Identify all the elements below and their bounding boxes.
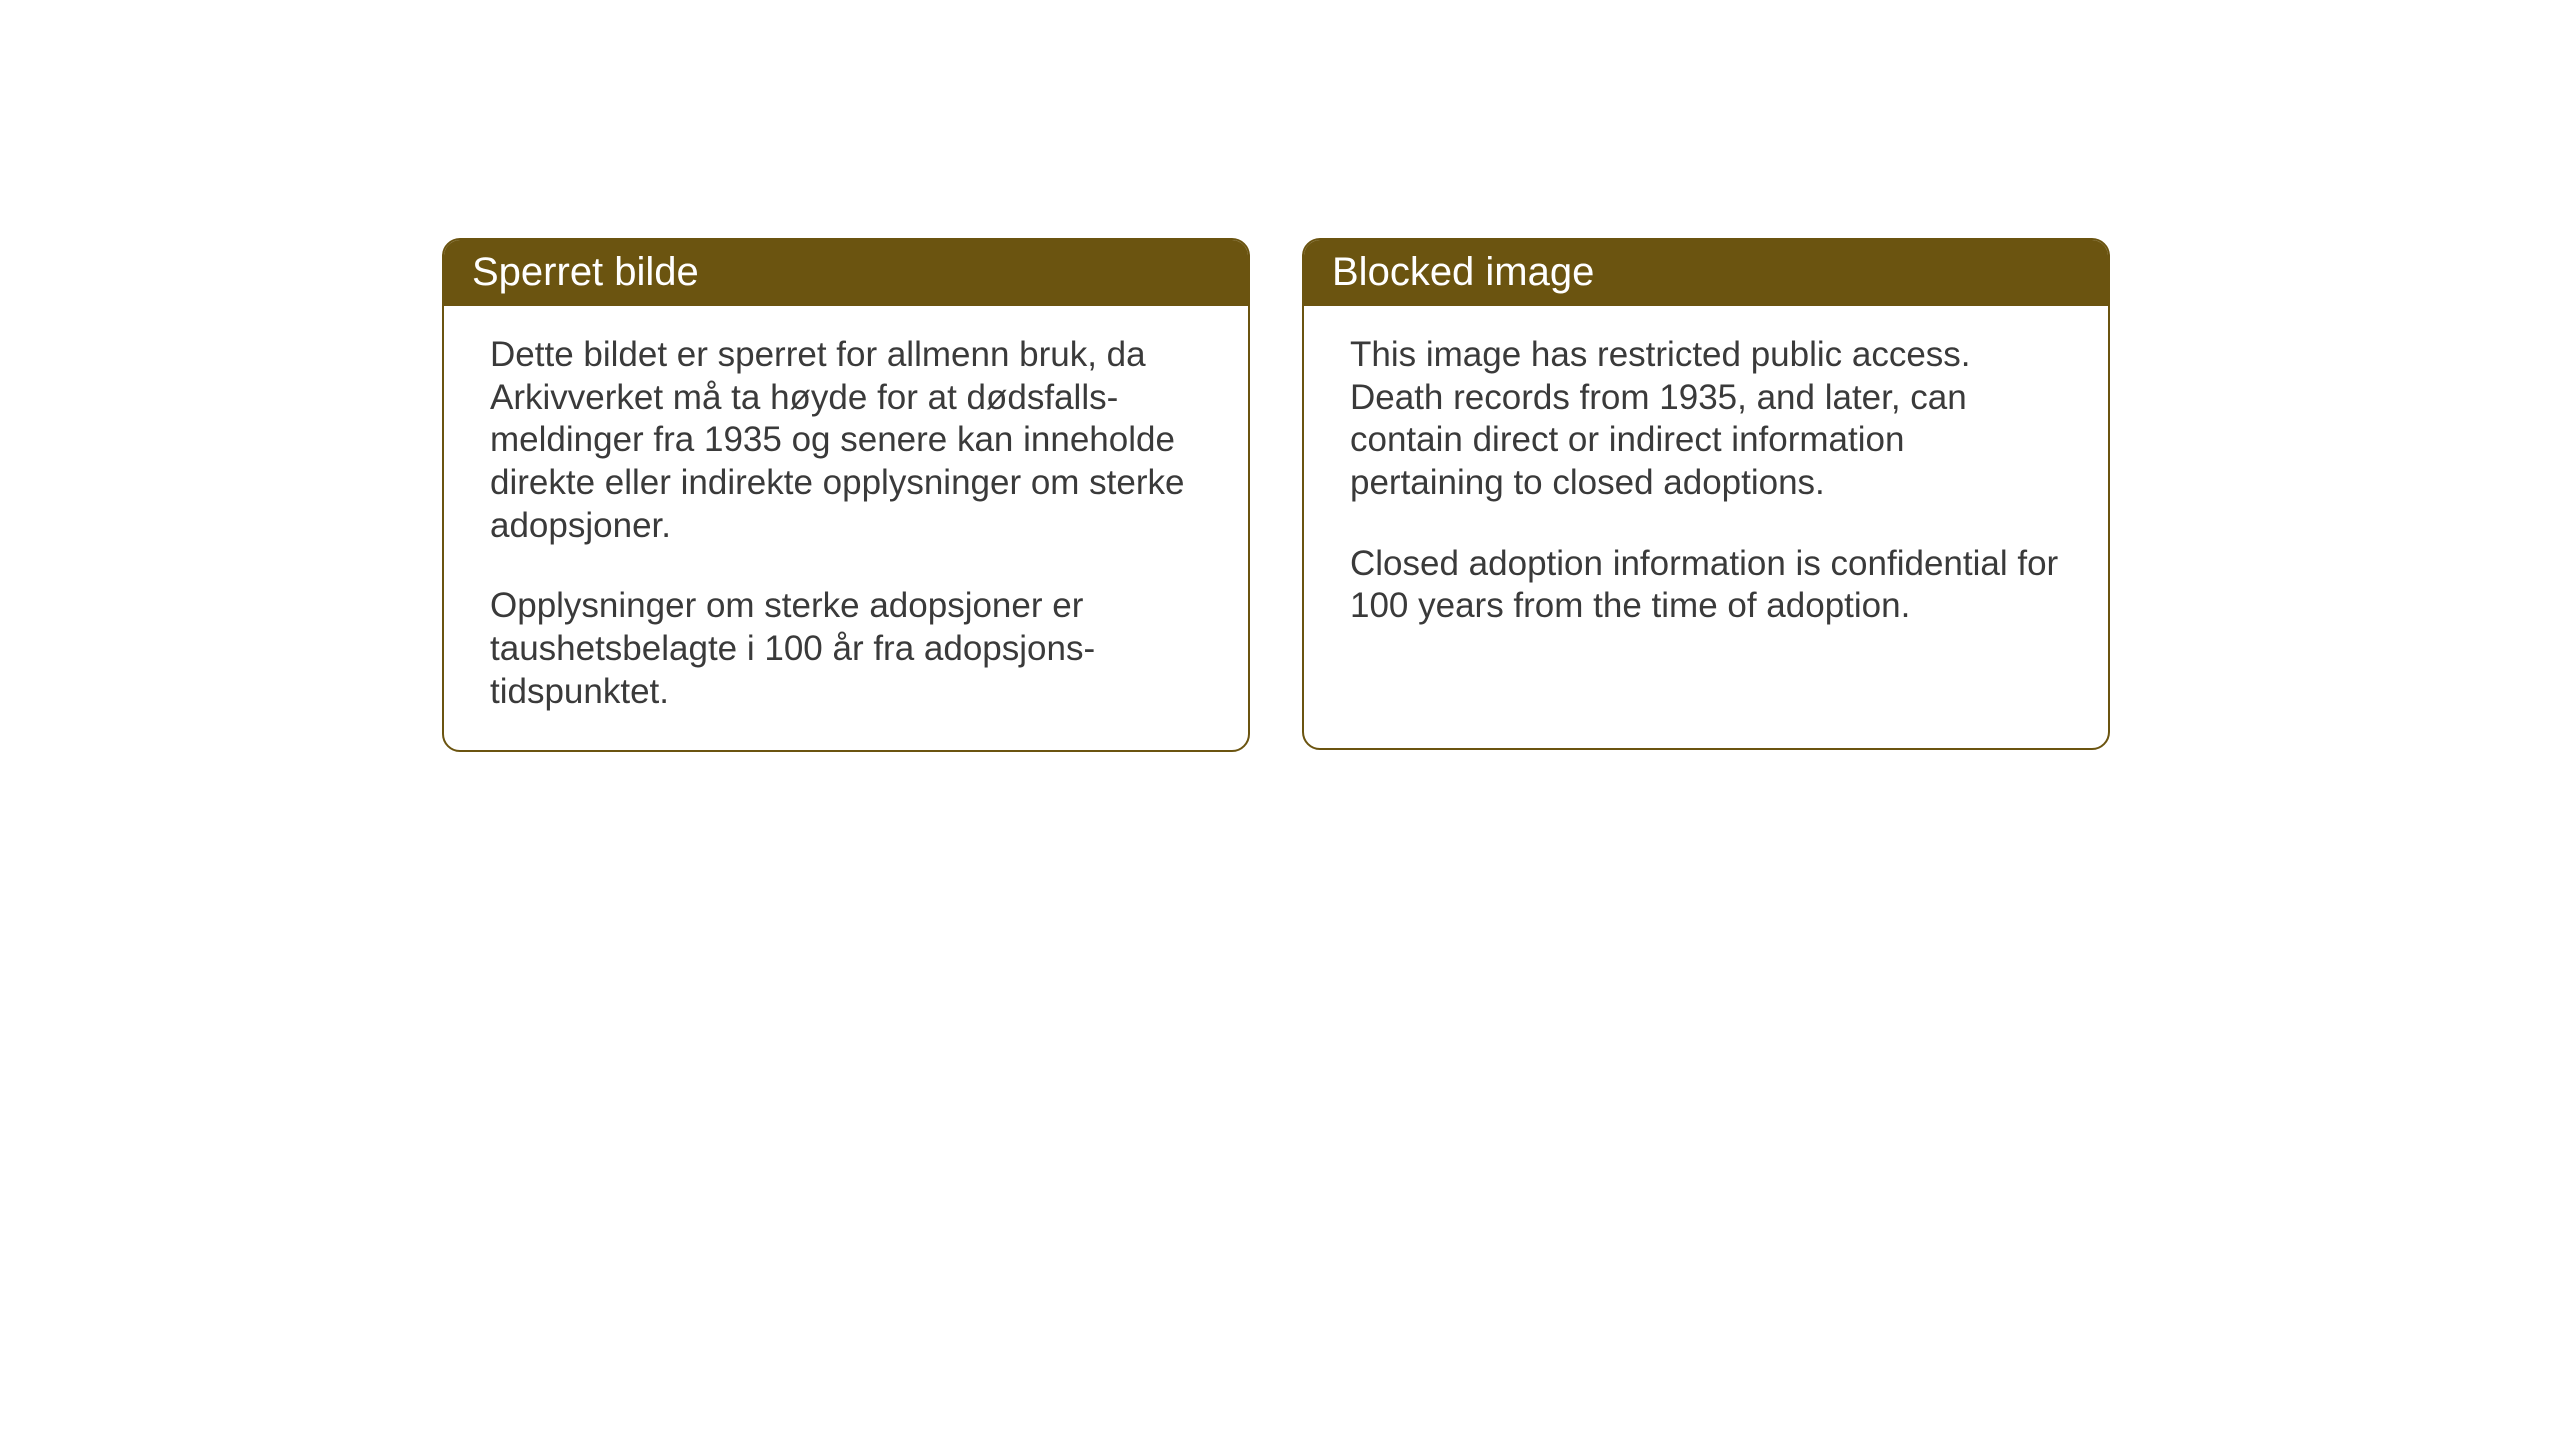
norwegian-card-body: Dette bildet er sperret for allmenn bruk…	[444, 306, 1248, 750]
norwegian-card-header: Sperret bilde	[444, 240, 1248, 306]
norwegian-card-title: Sperret bilde	[472, 250, 699, 294]
english-card-title: Blocked image	[1332, 250, 1594, 294]
cards-container: Sperret bilde Dette bildet er sperret fo…	[442, 238, 2110, 752]
norwegian-paragraph-2: Opplysninger om sterke adopsjoner er tau…	[490, 585, 1202, 713]
english-paragraph-1: This image has restricted public access.…	[1350, 334, 2062, 505]
english-card-header: Blocked image	[1304, 240, 2108, 306]
norwegian-card: Sperret bilde Dette bildet er sperret fo…	[442, 238, 1250, 752]
norwegian-paragraph-1: Dette bildet er sperret for allmenn bruk…	[490, 334, 1202, 547]
english-card: Blocked image This image has restricted …	[1302, 238, 2110, 750]
english-paragraph-2: Closed adoption information is confident…	[1350, 543, 2062, 628]
english-card-body: This image has restricted public access.…	[1304, 306, 2108, 664]
